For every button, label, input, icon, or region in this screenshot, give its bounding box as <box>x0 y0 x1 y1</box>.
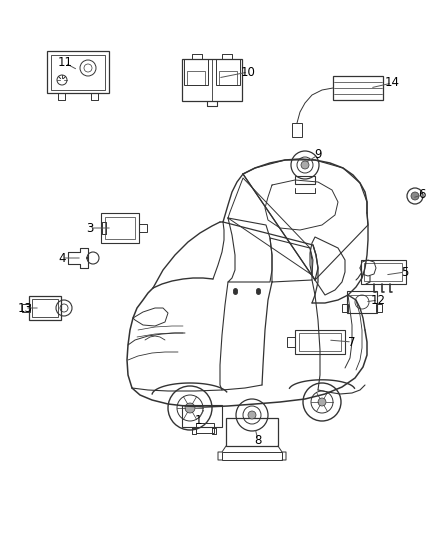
Text: 3: 3 <box>86 222 94 235</box>
Circle shape <box>301 161 309 169</box>
Bar <box>219 71 237 85</box>
Bar <box>299 333 341 351</box>
Bar <box>182 405 222 427</box>
Bar <box>139 224 147 232</box>
Text: 10: 10 <box>240 66 255 78</box>
Bar <box>226 418 278 446</box>
Bar <box>196 423 214 433</box>
Bar <box>222 452 282 460</box>
Bar <box>187 71 205 85</box>
Text: 8: 8 <box>254 433 261 447</box>
Bar <box>51 54 105 90</box>
Circle shape <box>411 192 419 200</box>
Text: 6: 6 <box>418 189 426 201</box>
Bar <box>360 260 406 284</box>
Text: 14: 14 <box>385 77 399 90</box>
Bar <box>29 296 61 320</box>
Text: 12: 12 <box>371 294 385 306</box>
Text: 5: 5 <box>401 265 409 279</box>
Bar <box>342 304 348 312</box>
Bar <box>22 304 30 312</box>
Bar <box>364 263 402 281</box>
Bar <box>287 337 295 347</box>
Bar <box>333 76 383 100</box>
Text: 7: 7 <box>348 335 356 349</box>
Text: 1: 1 <box>194 414 202 426</box>
Bar <box>295 176 315 184</box>
Bar <box>347 291 377 313</box>
Bar <box>376 304 382 312</box>
Bar <box>101 213 139 243</box>
Circle shape <box>248 411 256 419</box>
Circle shape <box>318 398 326 406</box>
Bar <box>292 123 302 137</box>
Bar <box>32 299 58 317</box>
Circle shape <box>185 403 195 413</box>
Text: 11: 11 <box>57 56 73 69</box>
Text: 9: 9 <box>314 149 322 161</box>
Bar <box>105 217 135 239</box>
Text: 4: 4 <box>58 252 66 264</box>
Text: 13: 13 <box>18 302 32 314</box>
Bar <box>47 51 109 93</box>
Bar <box>184 59 208 85</box>
Bar <box>182 59 242 101</box>
Bar <box>295 330 345 354</box>
Bar <box>216 59 240 85</box>
